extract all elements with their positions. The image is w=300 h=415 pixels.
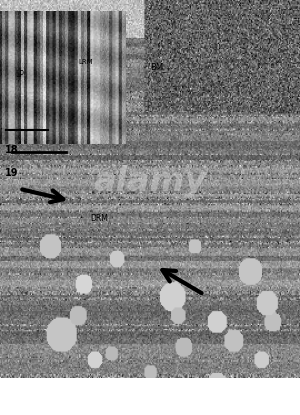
Text: 18: 18: [4, 145, 18, 155]
Text: LP: LP: [15, 71, 24, 79]
Text: LRM: LRM: [78, 59, 93, 65]
Text: alamy - RHKNN6: alamy - RHKNN6: [104, 391, 196, 401]
Text: 19: 19: [4, 168, 18, 178]
Text: DRM: DRM: [90, 214, 108, 223]
Text: BM: BM: [150, 63, 163, 72]
Text: alamy: alamy: [94, 165, 206, 198]
